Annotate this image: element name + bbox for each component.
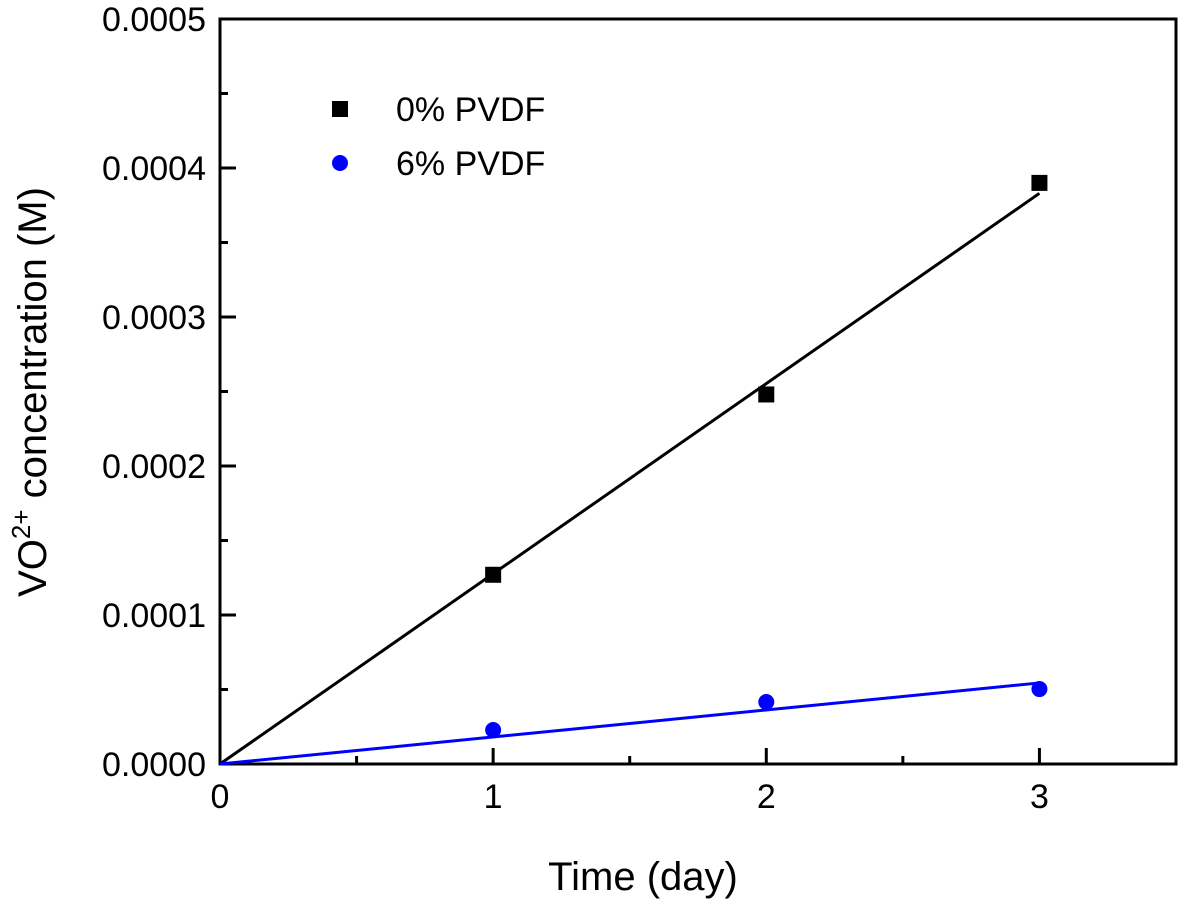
y-axis-title-main: VO <box>11 539 55 597</box>
legend-label: 6% PVDF <box>396 145 545 183</box>
y-axis-title: VO2+ concentration (M) <box>6 187 55 597</box>
data-point-square <box>485 566 502 583</box>
y-tick-label: 0.0004 <box>102 150 206 188</box>
legend-label: 0% PVDF <box>396 91 545 129</box>
axes: 0 1 2 3 0.0000 0.0001 0.0002 0.0003 0.0004 0.0005 <box>102 1 1178 816</box>
fit-line-6pct-pvdf <box>219 681 1040 766</box>
y-axis-title-superscript: 2+ <box>6 509 36 539</box>
legend: 0% PVDF 6% PVDF <box>332 91 545 183</box>
x-tick-label: 1 <box>484 778 503 816</box>
y-tick-label: 0.0003 <box>102 299 206 337</box>
legend-marker-square <box>332 101 348 117</box>
y-tick-label: 0.0002 <box>102 448 206 486</box>
fit-lines <box>219 192 1041 766</box>
x-axis-title: Time (day) <box>548 855 738 899</box>
data-point-square <box>1031 174 1048 191</box>
data-point-circle <box>1031 681 1048 698</box>
y-tick-label: 0.0001 <box>102 597 206 635</box>
x-tick-label: 3 <box>1030 778 1049 816</box>
y-tick-label: 0.0000 <box>102 746 206 784</box>
data-point-circle <box>758 694 775 711</box>
data-point-circle <box>485 722 502 739</box>
legend-marker-circle <box>332 155 348 171</box>
data-points <box>485 174 1048 739</box>
fit-line-0pct-pvdf <box>219 192 1041 766</box>
y-tick-label: 0.0005 <box>102 1 206 39</box>
plot-frame <box>218 17 1178 766</box>
data-point-square <box>758 386 775 403</box>
x-tick-label: 0 <box>211 778 230 816</box>
x-tick-label: 2 <box>757 778 776 816</box>
y-axis-title-rest: concentration (M) <box>11 187 55 509</box>
